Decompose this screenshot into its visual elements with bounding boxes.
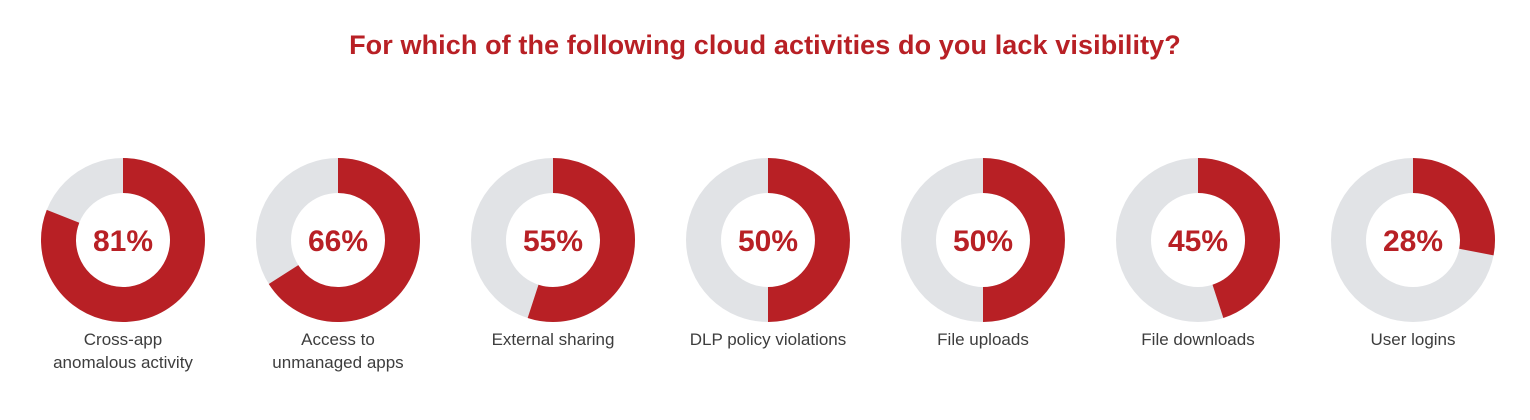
category-label-line: User logins <box>1370 330 1456 349</box>
category-label-line: File uploads <box>937 330 1029 349</box>
donut-value-label: 50% <box>953 225 1013 258</box>
donut-user-logins: 28% <box>1331 158 1495 322</box>
donut-dlp-policy-violations: 50% <box>686 158 850 322</box>
category-label-dlp-policy-violations: DLP policy violations <box>668 328 868 351</box>
category-label-line: anomalous activity <box>53 353 193 372</box>
donut-value-arc <box>1412 158 1495 256</box>
donut-value-arc <box>1197 158 1280 318</box>
donut-value-label: 45% <box>1168 225 1228 258</box>
category-label-cross-app-anomalous-activity: Cross-app anomalous activity <box>23 328 223 374</box>
donut-value-arc <box>268 158 420 322</box>
donut-value-arc <box>767 158 850 322</box>
category-label-access-to-unmanaged-apps: Access to unmanaged apps <box>238 328 438 374</box>
category-label-line: DLP policy violations <box>689 330 847 349</box>
donut-file-uploads: 50% <box>901 158 1065 322</box>
donut-value-label: 28% <box>1383 225 1443 258</box>
donut-access-to-unmanaged-apps: 66% <box>256 158 420 322</box>
category-label-line: Cross-app <box>83 330 163 349</box>
category-label-file-downloads: File downloads <box>1098 328 1298 351</box>
chart-title: For which of the following cloud activit… <box>349 30 1181 60</box>
category-label-line: File downloads <box>1141 330 1255 349</box>
category-label-line: External sharing <box>491 330 615 349</box>
donut-value-label: 81% <box>93 225 153 258</box>
category-label-line: Access to <box>301 330 375 349</box>
donut-file-downloads: 45% <box>1116 158 1280 322</box>
donut-value-label: 66% <box>308 225 368 258</box>
donut-value-arc <box>982 158 1065 322</box>
donut-value-label: 55% <box>523 225 583 258</box>
category-label-line: unmanaged apps <box>272 353 404 372</box>
donut-external-sharing: 55% <box>471 158 635 322</box>
category-label-file-uploads: File uploads <box>883 328 1083 351</box>
donut-cross-app-anomalous-activity: 81% <box>41 158 205 322</box>
donut-value-label: 50% <box>738 225 798 258</box>
category-label-user-logins: User logins <box>1313 328 1513 351</box>
category-label-external-sharing: External sharing <box>453 328 653 351</box>
donut-value-arc <box>41 158 205 322</box>
donut-value-arc <box>527 158 635 322</box>
